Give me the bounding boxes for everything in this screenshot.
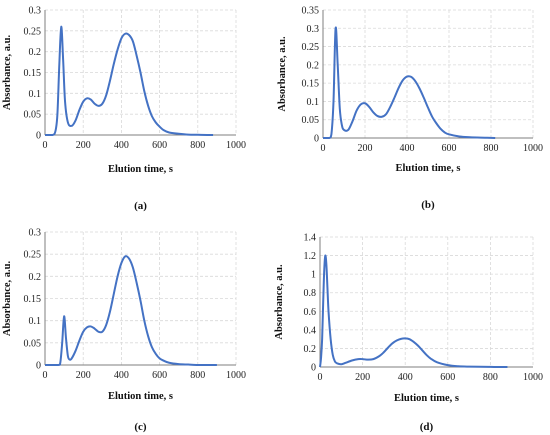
- x-tick-label: 0: [321, 143, 326, 154]
- x-tick-label: 200: [358, 143, 373, 154]
- y-tick-label: 0.35: [302, 6, 320, 17]
- x-tick-label: 1000: [523, 143, 543, 154]
- x-tick-label: 0: [43, 370, 48, 381]
- x-tick-label: 600: [442, 143, 457, 154]
- x-tick-label: 1000: [226, 140, 246, 151]
- y-tick-label: 0.8: [304, 288, 317, 299]
- y-tick-label: 0.25: [24, 250, 42, 261]
- y-tick-label: 0.2: [304, 344, 317, 355]
- x-tick-label: 800: [190, 370, 205, 381]
- x-tick-label: 0: [43, 140, 48, 151]
- x-tick-label: 400: [114, 370, 129, 381]
- y-tick-label: 0.3: [307, 24, 320, 35]
- y-tick-label: 0.1: [29, 89, 42, 100]
- y-tick-label: 1: [311, 270, 316, 281]
- chart-panel-c: 0 200 400 600 800 1000 0 0.05 0.1 0.15 0.2 0.25 0.3 E…: [2, 228, 246, 434]
- absorbance-curve: [319, 254, 508, 368]
- x-tick-label: 800: [484, 143, 499, 154]
- y-tick-label: 0.2: [307, 60, 320, 71]
- y-tick-label: 0.15: [24, 294, 42, 305]
- y-tick-label: 0: [36, 131, 41, 142]
- y-tick-label: 0.1: [29, 316, 42, 327]
- x-tick-label: 200: [76, 370, 91, 381]
- y-tick-label: 0.25: [24, 26, 42, 37]
- x-tick-label: 1000: [226, 370, 246, 381]
- y-tick-label: 0.05: [24, 338, 42, 349]
- panel-label: (a): [134, 200, 147, 212]
- x-tick-label: 800: [190, 140, 205, 151]
- panel-label: (c): [134, 421, 147, 433]
- x-tick-label: 400: [400, 143, 415, 154]
- y-tick-label: 0: [314, 134, 319, 145]
- absorbance-curve: [45, 255, 217, 366]
- x-tick-label: 400: [398, 372, 413, 383]
- x-tick-label: 600: [440, 372, 455, 383]
- y-tick-label: 0: [36, 361, 41, 372]
- x-axis-label: Elution time, s: [394, 393, 459, 404]
- y-tick-label: 0.4: [304, 325, 317, 336]
- y-tick-label: 0: [311, 363, 316, 374]
- y-tick-label: 0.3: [29, 228, 42, 239]
- x-tick-label: 1000: [523, 372, 543, 383]
- x-tick-label: 800: [483, 372, 498, 383]
- x-tick-label: 600: [152, 140, 167, 151]
- x-axis-label: Elution time, s: [395, 163, 460, 174]
- y-tick-label: 0.05: [302, 115, 320, 126]
- y-tick-label: 0.1: [307, 97, 320, 108]
- y-tick-label: 1.2: [304, 251, 317, 262]
- absorbance-curve: [323, 26, 496, 139]
- chart-panel-d: 0 200 400 600 800 1000 0 0.2 0.4 0.6 0.8 1 1.2 1.4 Elu…: [274, 233, 543, 434]
- x-tick-label: 200: [76, 140, 91, 151]
- y-tick-label: 0.6: [304, 307, 317, 318]
- absorbance-curve: [45, 25, 214, 136]
- chart-panel-b: 0 200 400 600 800 1000 0 0.05 0.1 0.15 0.2 0.25 0.3 0…: [277, 6, 543, 212]
- y-tick-label: 0.2: [29, 272, 42, 283]
- y-tick-label: 0.3: [29, 6, 42, 17]
- y-axis-label: Absorbance, a.u.: [2, 34, 13, 110]
- y-axis-label: Absorbance, a.u.: [274, 264, 285, 340]
- x-tick-label: 400: [114, 140, 129, 151]
- x-axis-label: Elution time, s: [108, 391, 173, 402]
- y-tick-label: 0.2: [29, 47, 42, 58]
- y-tick-label: 1.4: [304, 233, 317, 244]
- y-tick-label: 0.25: [302, 42, 320, 53]
- panel-label: (b): [421, 199, 435, 211]
- y-axis-label: Absorbance, a.u.: [277, 36, 288, 112]
- y-tick-label: 0.05: [24, 110, 42, 121]
- x-tick-label: 600: [152, 370, 167, 381]
- y-axis-label: Absorbance, a.u.: [2, 260, 13, 336]
- panel-label: (d): [420, 421, 434, 433]
- x-axis-label: Elution time, s: [108, 164, 173, 175]
- y-tick-label: 0.15: [24, 68, 42, 79]
- chart-panel-a: 0 200 400 600 800 1000 0 0.05 0.1 0.15 0.2 0.25 0.3 E…: [2, 6, 246, 213]
- x-tick-label: 0: [318, 372, 323, 383]
- x-tick-label: 200: [355, 372, 370, 383]
- y-tick-label: 0.15: [302, 79, 320, 90]
